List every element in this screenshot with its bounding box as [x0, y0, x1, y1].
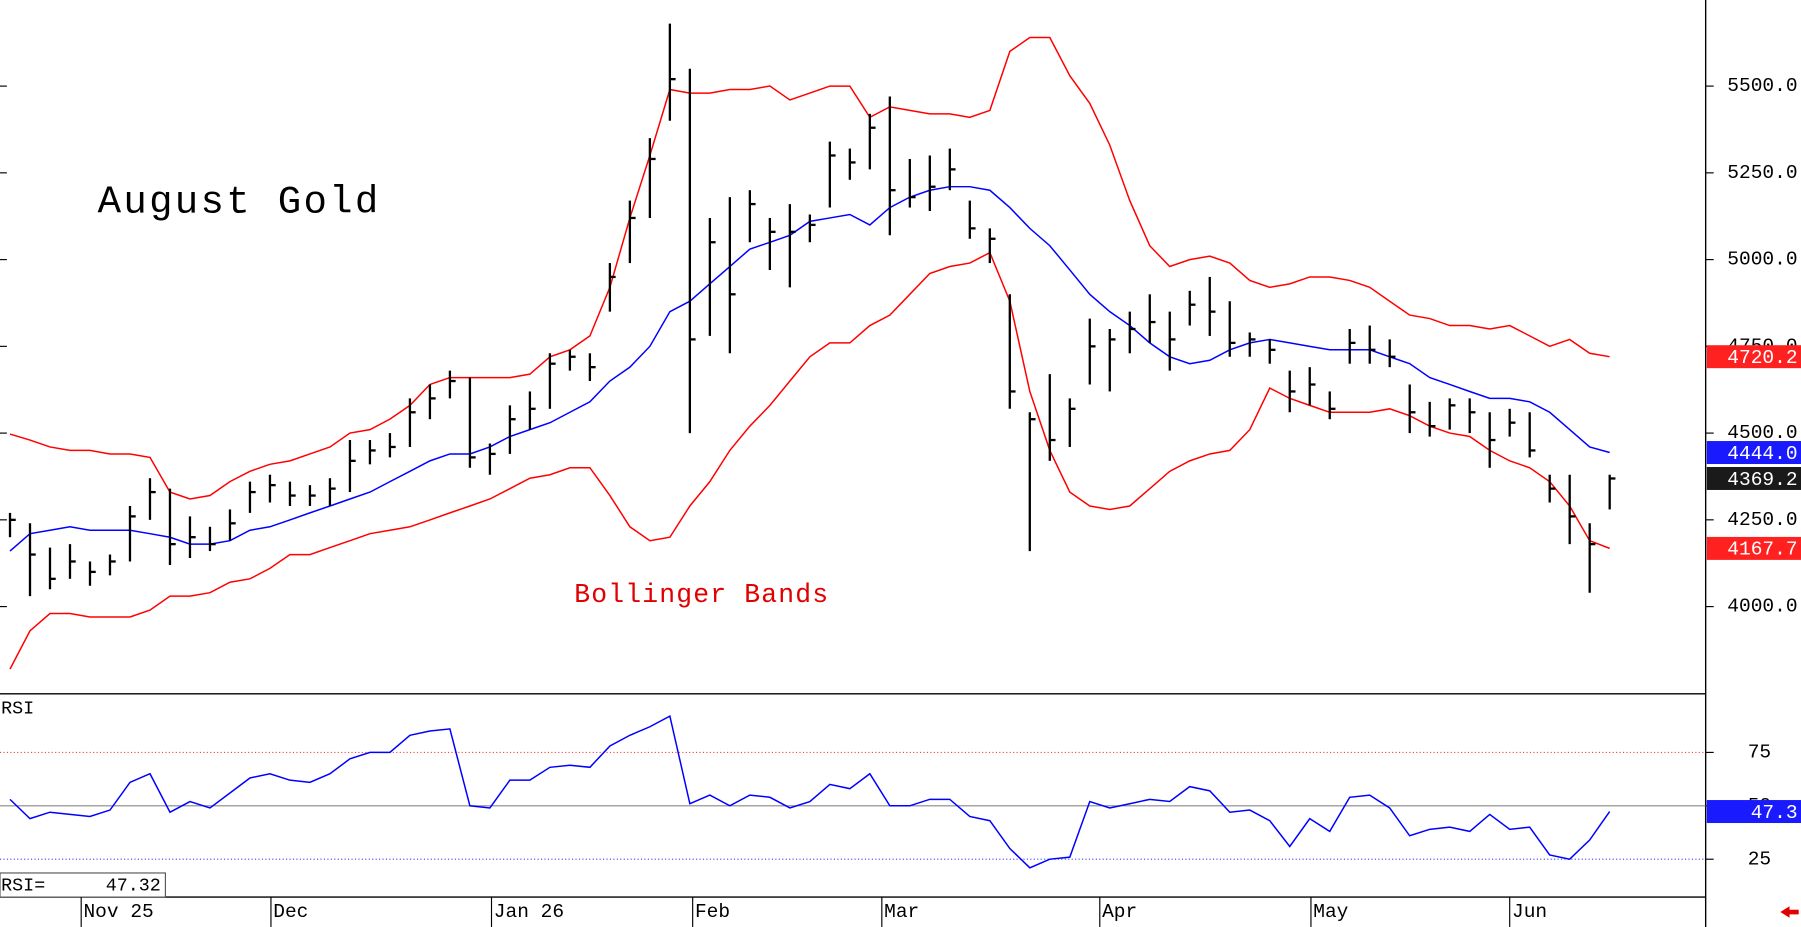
y-tick-label: 4250.0: [1727, 509, 1797, 531]
rsi-line: [9, 714, 1611, 869]
y-tick-label: 4000.0: [1727, 596, 1797, 618]
value-marker-label: 4369.2: [1727, 469, 1797, 491]
x-tick-label: Jun: [1512, 901, 1547, 923]
value-marker: [1706, 800, 1801, 824]
rsi-readout-box: [0, 872, 166, 898]
y-tick-label: 25: [1748, 848, 1771, 870]
y-tick-label: 4500.0: [1727, 422, 1797, 444]
rsi-readout-label: RSI=: [1, 875, 45, 896]
x-tick-label: Apr: [1102, 901, 1137, 923]
rsi-readout-value: 47.32: [106, 875, 161, 896]
band-upper: [9, 36, 1610, 500]
annotation: Bollinger Bands: [574, 580, 829, 610]
x-tick-label: Jan 26: [494, 901, 564, 923]
x-tick-label: Mar: [884, 901, 919, 923]
value-marker: [1706, 536, 1801, 560]
value-marker: [1706, 466, 1801, 490]
rsi-title: RSI: [1, 699, 34, 720]
chart-title: August Gold: [98, 180, 381, 225]
band-lower: [9, 251, 1610, 670]
x-tick-label: Feb: [695, 901, 730, 923]
y-tick-label: 5500.0: [1727, 75, 1797, 97]
x-tick-label: Nov 25: [83, 901, 153, 923]
x-tick-label: Dec: [273, 901, 308, 923]
y-tick-label: 75: [1748, 742, 1771, 764]
y-tick-label: 5000.0: [1727, 249, 1797, 271]
value-marker: [1706, 345, 1801, 369]
value-marker: [1706, 441, 1801, 465]
value-marker-label: 4720.2: [1727, 347, 1797, 369]
value-marker-label: 4444.0: [1727, 443, 1797, 465]
value-marker-label: 47.3: [1751, 802, 1798, 824]
y-tick-label: 5250.0: [1727, 162, 1797, 184]
x-tick-label: May: [1313, 901, 1348, 923]
value-marker-label: 4167.7: [1727, 539, 1797, 561]
